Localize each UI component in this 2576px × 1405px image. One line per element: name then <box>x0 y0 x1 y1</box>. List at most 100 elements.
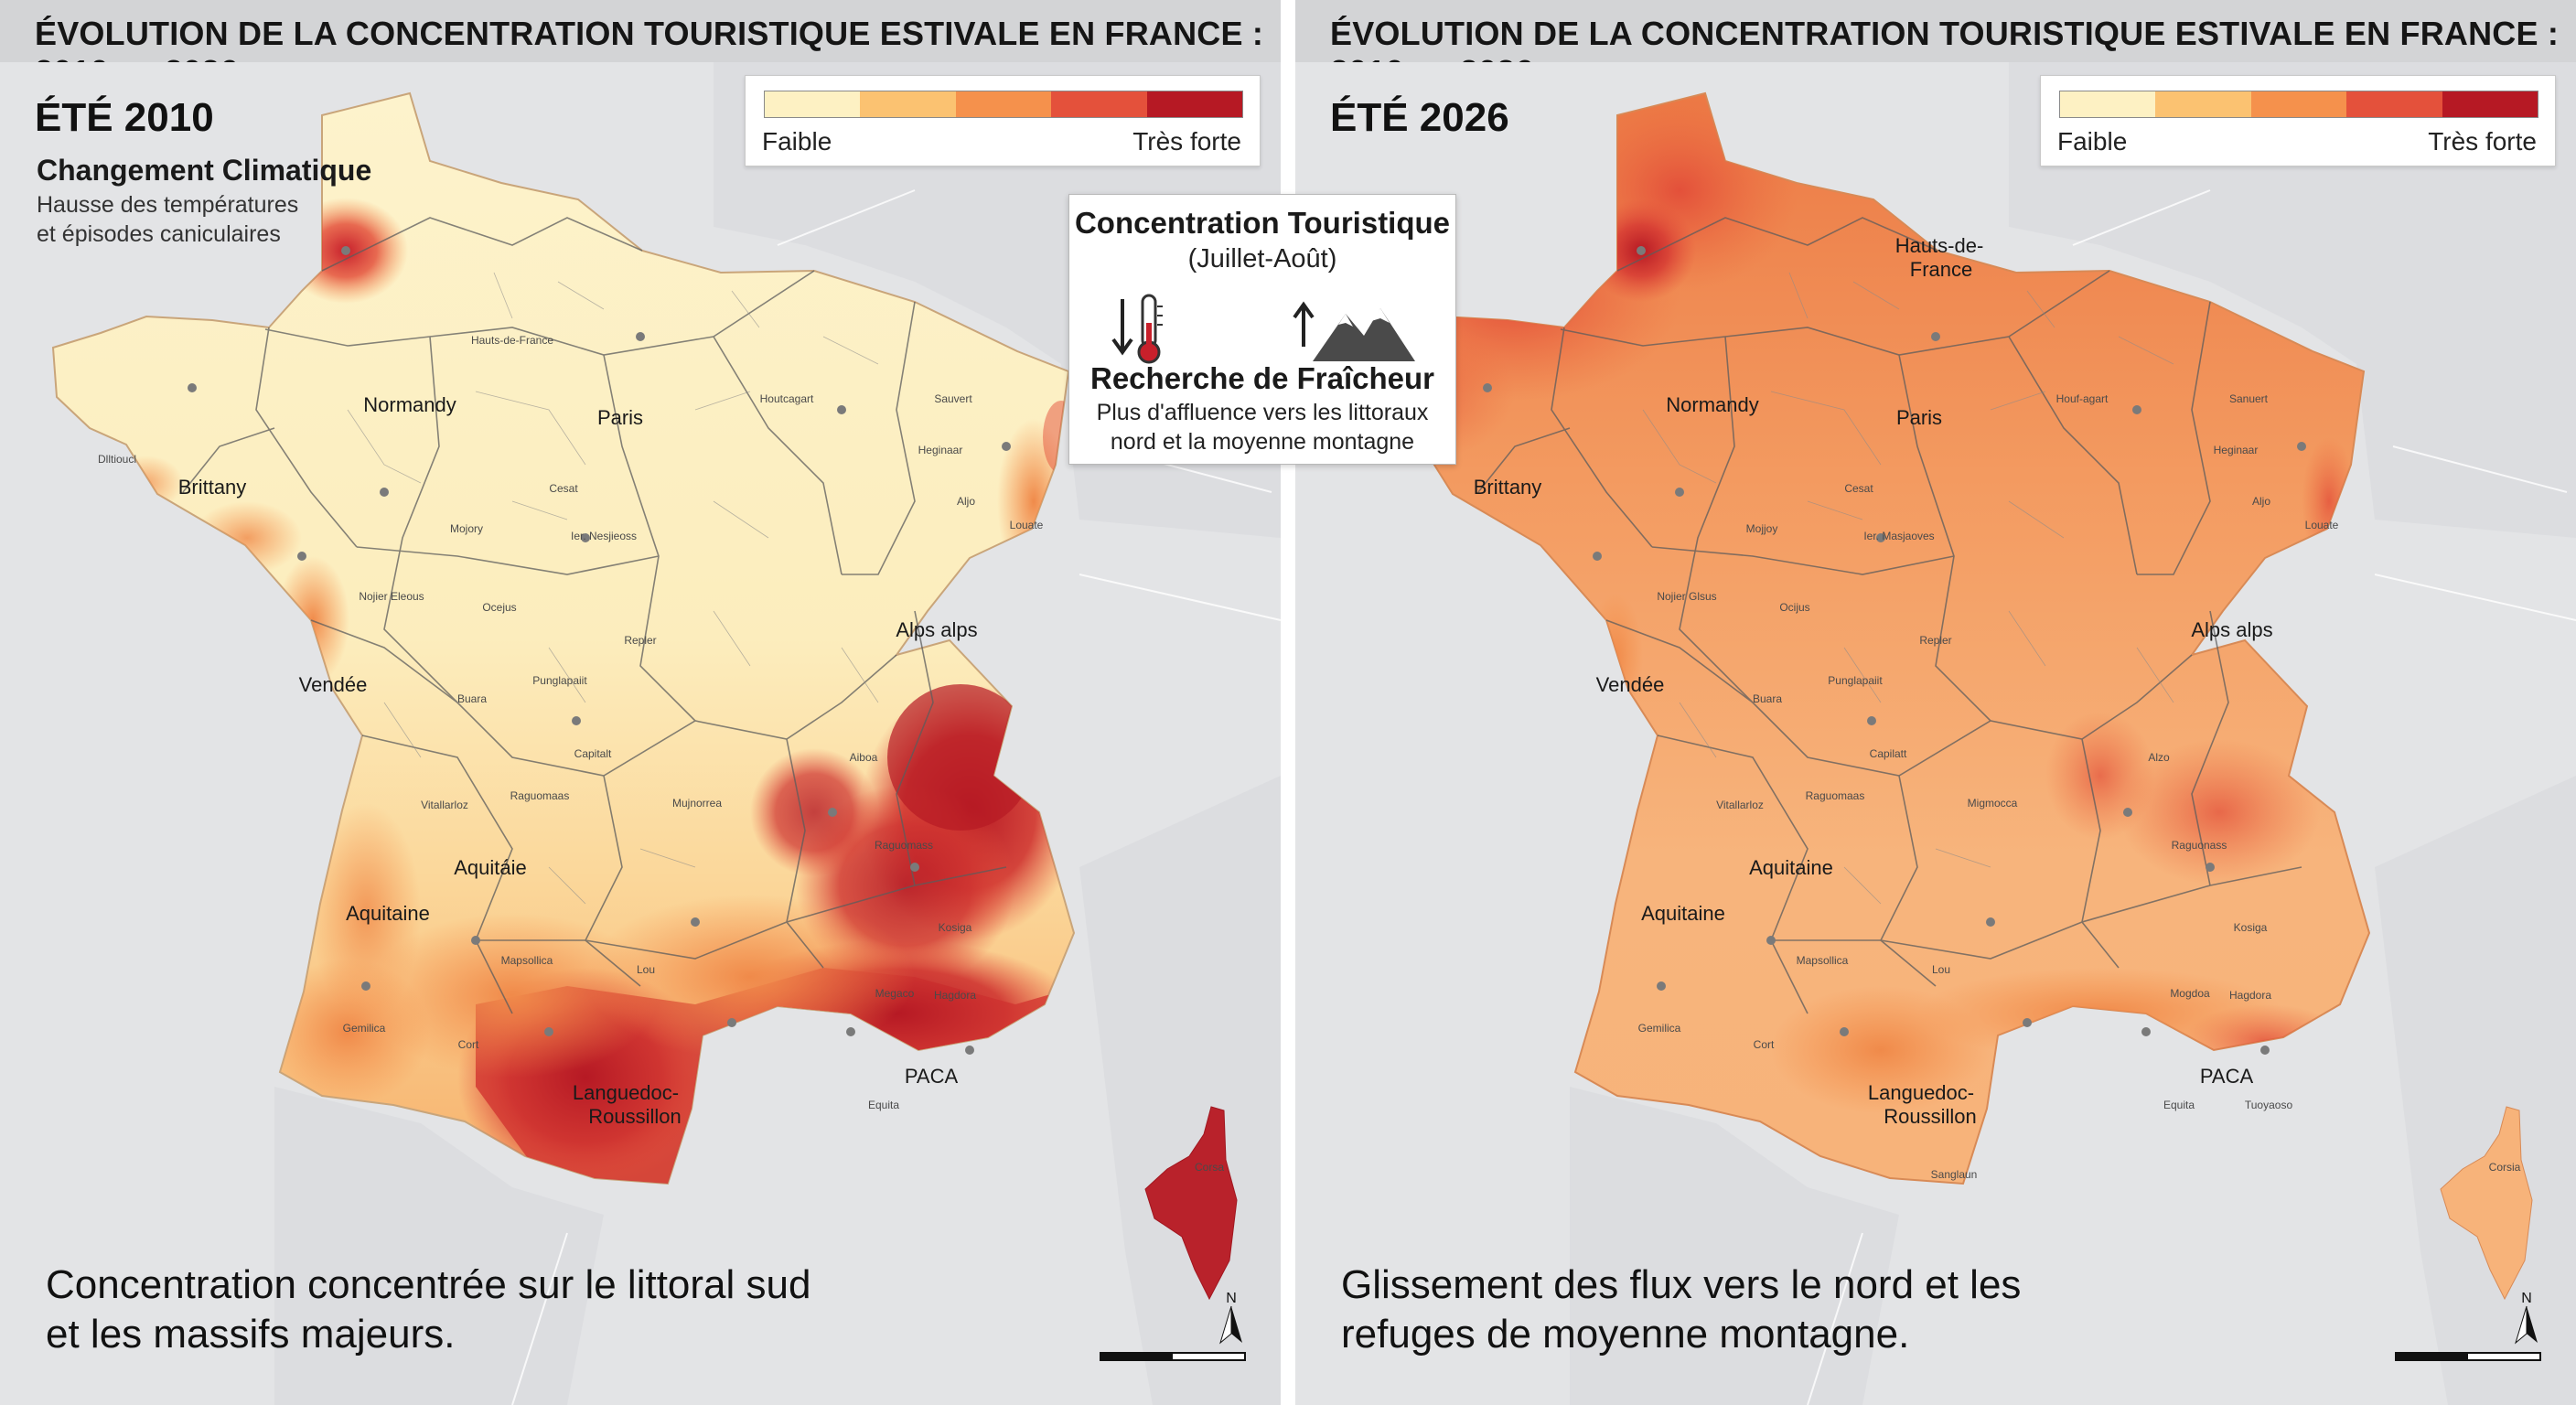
minor-label: Equita <box>868 1099 899 1111</box>
scale-bar <box>2395 1352 2541 1361</box>
minor-label: Dlltioucl <box>98 453 136 466</box>
minor-label: Punglapaiit <box>1828 674 1883 687</box>
label-alps: Alps alps <box>2191 618 2272 641</box>
caption-2026-line-2: refuges de moyenne montagne. <box>1341 1312 1910 1357</box>
caption-2010-line-2: et les massifs majeurs. <box>46 1312 456 1357</box>
legend-min-label: Faible <box>2057 127 2128 156</box>
minor-label: Megaco <box>875 987 915 1000</box>
minor-label: Raguomass <box>875 839 933 852</box>
minor-label: Ier. Masjaoves <box>1863 530 1934 542</box>
minor-label: Raguonass <box>2172 839 2227 852</box>
minor-label: Ier. Nesjieoss <box>571 530 637 542</box>
label-aquitaine: Aquitaine <box>346 902 430 925</box>
label-vendee: Vendée <box>1596 673 1665 696</box>
minor-label: Houf-agart <box>2056 392 2109 405</box>
label-hauts-de-france-1: Hauts-de- <box>1895 234 1984 257</box>
minor-label: Hagdora <box>2229 989 2271 1002</box>
map-2010: Hauts-de-France Normandy Brittany Paris … <box>0 62 1281 1405</box>
label-languedoc-1: Languedoc- <box>573 1081 679 1104</box>
minor-label: Alzo <box>2148 751 2170 764</box>
minor-label: Capilatt <box>1870 747 1907 760</box>
minor-label: Cesat <box>549 482 578 495</box>
label-languedoc-2: Roussillon <box>588 1105 682 1128</box>
minor-label: Tuoyaoso <box>2245 1099 2293 1111</box>
minor-label: Ocejus <box>482 601 516 614</box>
caption-2026-line-1: Glissement des flux vers le nord et les <box>1341 1262 2022 1307</box>
minor-label: Mojjoy <box>1746 522 1778 535</box>
minor-label: Cort <box>458 1038 479 1051</box>
minor-label: Gemilica <box>1638 1022 1681 1035</box>
scale-bar <box>1100 1352 1246 1361</box>
year-label-2026: ÉTÉ 2026 <box>1330 95 1509 140</box>
panel-2010: ÉVOLUTION DE LA CONCENTRATION TOURISTIQU… <box>0 0 1281 1405</box>
minor-label: Ocijus <box>1779 601 1809 614</box>
label-languedoc-1: Languedoc- <box>1868 1081 1974 1104</box>
label-aquitaine: Aquitaine <box>1641 902 1725 925</box>
minor-label: Repler <box>624 634 656 647</box>
minor-label: Lou <box>637 963 655 976</box>
minor-label: Sauvert <box>934 392 972 405</box>
minor-label: Gemilica <box>343 1022 386 1035</box>
arrow-up-icon <box>1293 301 1315 347</box>
minor-label: Nojier Glsus <box>1657 590 1716 603</box>
minor-label: Sanuert <box>2229 392 2269 405</box>
minor-label: Sanglaun <box>1931 1168 1978 1181</box>
title-bar-2026: ÉVOLUTION DE LA CONCENTRATION TOURISTIQU… <box>1295 0 2576 91</box>
minor-label: Capitalt <box>574 747 612 760</box>
info-icons <box>1111 294 1415 364</box>
minor-label: Equita <box>2163 1099 2195 1111</box>
label-hauts-de-france: Hauts-de-France <box>471 334 553 347</box>
freshness-title: Recherche de Fraîcheur <box>1090 361 1434 395</box>
minor-label: Heginaar <box>2214 444 2259 456</box>
label-paris: Paris <box>1896 406 1942 429</box>
freshness-line-1: Plus d'affluence vers les littoraux <box>1096 400 1429 425</box>
minor-label: Mapsollica <box>1797 954 1849 967</box>
label-hauts-de-france-2: France <box>1910 258 1972 281</box>
legend-max-label: Très forte <box>1132 127 1241 156</box>
minor-label: Vitallarloz <box>421 799 468 811</box>
label-normandy: Normandy <box>363 393 456 416</box>
label-aquitaine-mid: Aquitaine <box>1749 856 1833 879</box>
minor-label: Aljo <box>2252 495 2270 508</box>
minor-label: Kosiga <box>2234 921 2268 934</box>
minor-label: Raguomaas <box>510 789 570 802</box>
minor-label: Nojier Eleous <box>359 590 424 603</box>
minor-label: Cort <box>1754 1038 1775 1051</box>
north-arrow-icon: N <box>2515 1291 2538 1345</box>
thermometer-down-icon <box>1111 294 1163 364</box>
caption-2010-line-1: Concentration concentrée sur le littoral… <box>46 1262 811 1307</box>
minor-label: Cesat <box>1844 482 1873 495</box>
label-aquitaine-mid: Aquitáie <box>454 856 527 879</box>
label-paca: PACA <box>905 1065 959 1088</box>
label-paris: Paris <box>597 406 643 429</box>
minor-label: Mujnorrea <box>672 797 722 810</box>
legend-color-scale <box>2059 91 2538 118</box>
climate-change-title: Changement Climatique <box>37 154 372 187</box>
minor-label: Mojory <box>450 522 483 535</box>
minor-label: Vitallarloz <box>1716 799 1764 811</box>
label-alps: Alps alps <box>896 618 977 641</box>
label-corsica: Corsia <box>2489 1161 2521 1174</box>
freshness-line-2: nord et la moyenne montagne <box>1110 429 1415 455</box>
label-brittany: Brittany <box>178 476 247 499</box>
legend-color-scale <box>764 91 1243 118</box>
north-arrow-icon: N <box>1219 1291 1242 1345</box>
minor-label: Hagdora <box>934 989 976 1002</box>
minor-label: Kosiga <box>939 921 972 934</box>
minor-label: Corsa <box>1195 1161 1224 1174</box>
label-paca: PACA <box>2200 1065 2254 1088</box>
mountains-icon <box>1313 308 1415 361</box>
year-label-2010: ÉTÉ 2010 <box>35 95 214 140</box>
minor-label: Heginaar <box>918 444 963 456</box>
label-normandy: Normandy <box>1666 393 1758 416</box>
minor-label: Punglapaiit <box>532 674 587 687</box>
minor-label: Repler <box>1919 634 1951 647</box>
legend-min-label: Faible <box>762 127 832 156</box>
climate-change-line-1: Hausse des températures <box>37 192 299 218</box>
minor-label: Mogdoa <box>2170 987 2210 1000</box>
minor-label: Raguomaas <box>1806 789 1865 802</box>
info-title: Concentration Touristique <box>1074 206 1451 240</box>
info-subtitle: (Juillet-Août) <box>1187 244 1337 273</box>
info-box: Concentration Touristique (Juillet-Août)… <box>1068 194 1456 465</box>
minor-label: Buara <box>1753 692 1782 705</box>
